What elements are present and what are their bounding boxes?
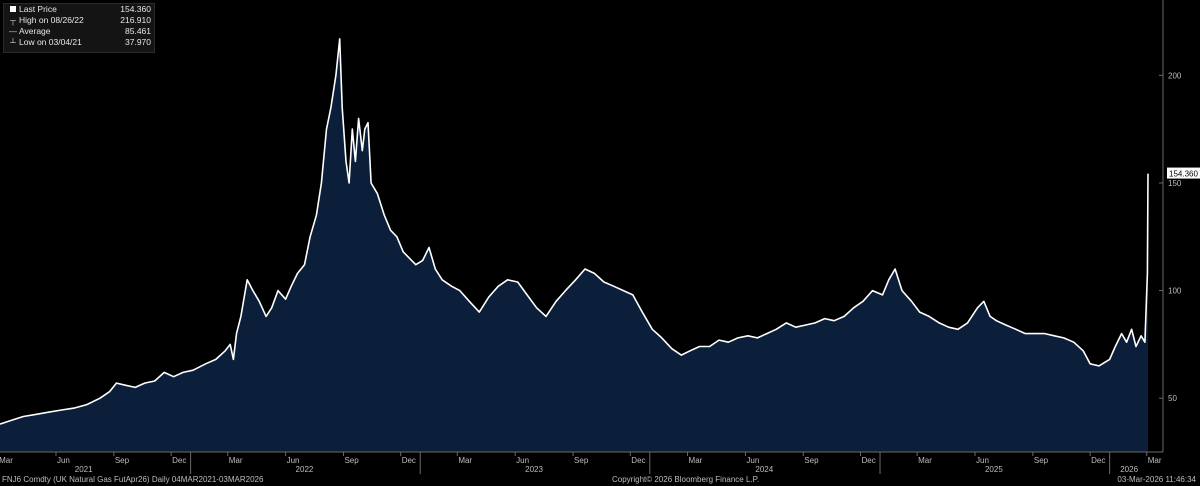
legend-label: High on 08/26/22 bbox=[19, 15, 84, 25]
x-month-label: Mar bbox=[458, 456, 472, 465]
x-month-label: Dec bbox=[172, 456, 186, 465]
legend-value: 154.360 bbox=[120, 4, 151, 14]
x-month-label: Sep bbox=[1034, 456, 1049, 465]
x-month-label: Dec bbox=[631, 456, 645, 465]
x-year-label: 2026 bbox=[1120, 465, 1138, 474]
axis-layer: 50 100 150 200 154.360 Mar Jun Sep Dec Mar Jun Sep D… bbox=[0, 0, 1200, 474]
footer-timestamp: 03-Mar-2026 11:46:34 bbox=[1117, 475, 1196, 484]
x-month-label: Sep bbox=[574, 456, 589, 465]
legend-row-low: ┴ Low on 03/04/21 37.970 bbox=[4, 37, 154, 48]
legend-row-last-price: Last Price 154.360 bbox=[4, 4, 154, 15]
x-year-label: 2023 bbox=[525, 465, 543, 474]
footer: FNJ6 Comdty (UK Natural Gas FutApr26) Da… bbox=[0, 474, 1200, 486]
legend-value: 37.970 bbox=[125, 37, 151, 47]
y-tick-label: 100 bbox=[1168, 287, 1182, 296]
x-month-label: Dec bbox=[862, 456, 876, 465]
price-area-fill bbox=[0, 38, 1148, 453]
x-month-label: Sep bbox=[804, 456, 819, 465]
x-month-label: Jun bbox=[976, 456, 989, 465]
legend-row-average: — Average 85.461 bbox=[4, 26, 154, 37]
footer-copyright: Copyright© 2026 Bloomberg Finance L.P. bbox=[612, 475, 760, 484]
legend-label: Average bbox=[19, 26, 51, 36]
x-year-label: 2025 bbox=[985, 465, 1003, 474]
legend-label: Low on 03/04/21 bbox=[19, 37, 82, 47]
x-month-label: Mar bbox=[918, 456, 932, 465]
legend-row-high: ┬ High on 08/26/22 216.910 bbox=[4, 15, 154, 26]
low-marker-icon: ┴ bbox=[10, 38, 16, 47]
y-tick-label: 200 bbox=[1168, 71, 1182, 80]
last-price-tag bbox=[1167, 167, 1200, 179]
price-line bbox=[0, 38, 1149, 425]
x-month-label: Jun bbox=[746, 456, 759, 465]
average-marker-icon: — bbox=[9, 27, 17, 36]
y-tick-label: 50 bbox=[1168, 394, 1177, 403]
x-month-label: Jun bbox=[287, 456, 300, 465]
legend-label: Last Price bbox=[19, 4, 57, 14]
price-area-layer bbox=[0, 38, 1149, 453]
legend: Last Price 154.360 ┬ High on 08/26/22 21… bbox=[3, 3, 155, 53]
y-tick-label: 150 bbox=[1168, 179, 1182, 188]
x-month-label: Jun bbox=[57, 456, 70, 465]
high-marker-icon: ┬ bbox=[10, 16, 16, 25]
price-chart: 50 100 150 200 154.360 Mar Jun Sep Dec Mar Jun Sep D… bbox=[0, 0, 1200, 474]
last-price-tag-label: 154.360 bbox=[1169, 170, 1198, 179]
x-year-label: 2022 bbox=[296, 465, 314, 474]
x-month-label: Mar bbox=[689, 456, 703, 465]
square-icon bbox=[7, 4, 19, 15]
x-month-label: Mar bbox=[229, 456, 243, 465]
x-month-label: Dec bbox=[1091, 456, 1105, 465]
x-month-label: Mar bbox=[0, 456, 13, 465]
legend-value: 85.461 bbox=[125, 26, 151, 36]
x-month-label: Dec bbox=[402, 456, 416, 465]
x-year-label: 2021 bbox=[75, 465, 93, 474]
x-year-label: 2024 bbox=[755, 465, 773, 474]
x-month-label: Sep bbox=[115, 456, 130, 465]
legend-value: 216.910 bbox=[120, 15, 151, 25]
x-month-label: Jun bbox=[516, 456, 529, 465]
x-month-label: Mar bbox=[1148, 456, 1162, 465]
x-month-label: Sep bbox=[344, 456, 359, 465]
footer-security-info: FNJ6 Comdty (UK Natural Gas FutApr26) Da… bbox=[2, 475, 264, 484]
